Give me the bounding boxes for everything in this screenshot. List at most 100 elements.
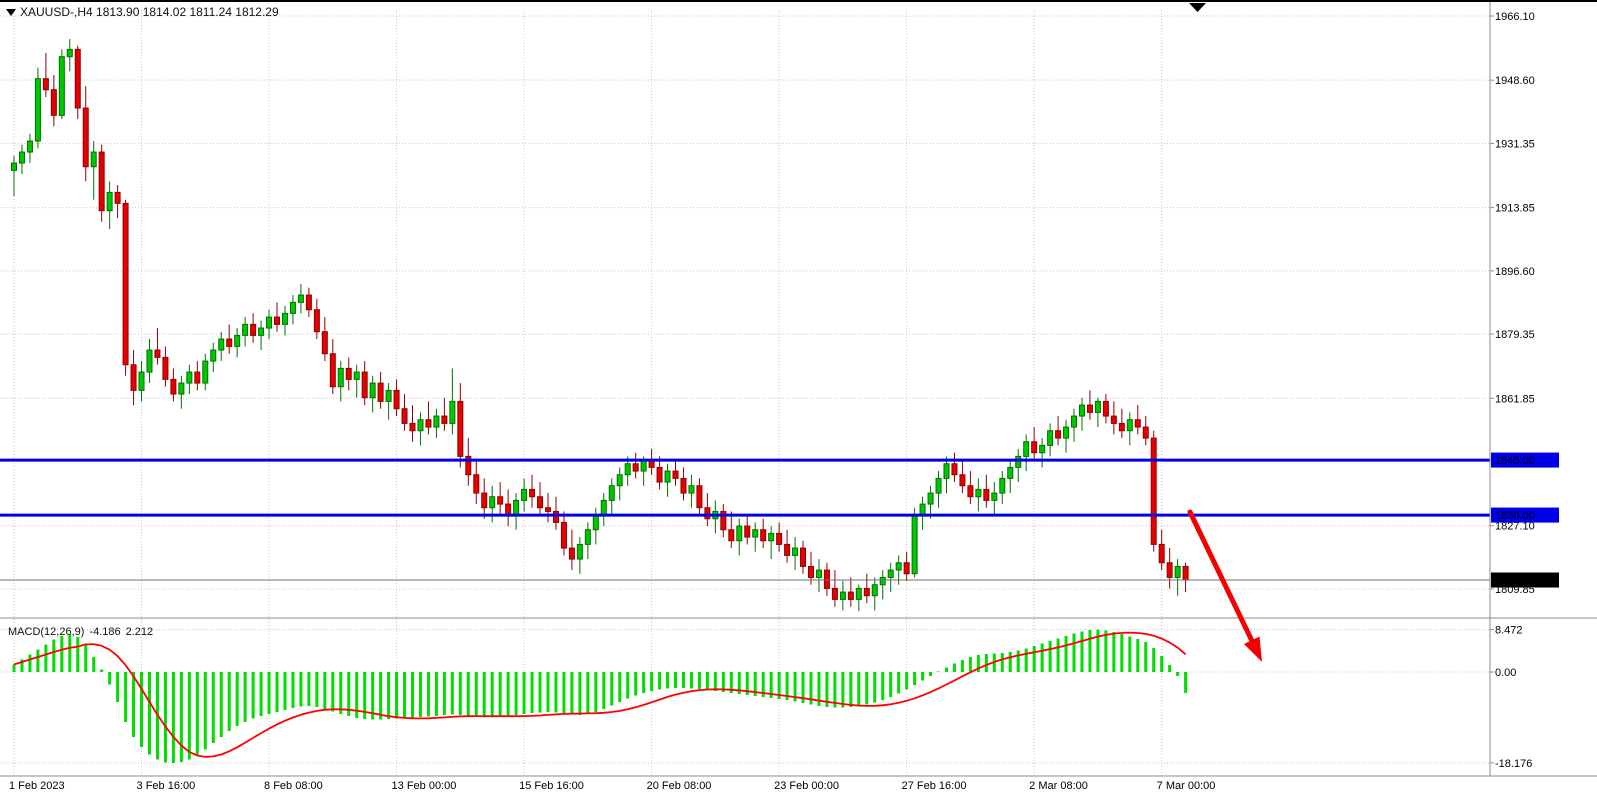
candle-bearish [863,587,870,597]
candle-bearish [951,463,958,476]
candle-bullish [106,191,113,212]
candle-bullish [640,459,647,472]
macd-bar [1040,643,1044,672]
symbol-timeframe-label: XAUUSD-,H4 [20,5,93,19]
macd-bar [681,672,685,688]
candle-bullish [975,488,982,498]
candle-bullish [752,529,759,538]
macd-bar [602,672,606,709]
macd-bar [403,672,407,718]
price-axis-label: 1861.85 [1495,393,1535,405]
macd-bar [28,654,32,672]
symbol-dropdown-icon[interactable] [6,9,16,17]
macd-bar [761,672,765,697]
macd-bar [219,672,223,737]
macd-bar [905,672,909,690]
candle-bearish [744,525,751,538]
macd-bar [203,672,207,750]
candle-bullish [1071,415,1078,428]
candle-bearish [481,492,488,509]
macd-bar [450,672,454,715]
candle-bearish [529,488,536,498]
candle-bearish [377,382,384,402]
macd-bar [578,672,582,715]
candle-bearish [457,400,464,457]
candle-bullish [624,463,631,476]
candle-bearish [321,331,328,355]
horizontal-price-lines[interactable] [0,458,1490,517]
candle-bearish [1150,437,1157,545]
candle-bearish [82,107,89,168]
macd-bar [227,672,231,731]
macd-bar [243,672,247,722]
candle-bullish [1007,466,1014,479]
macd-bar [1128,636,1132,672]
macd-bar [1008,652,1012,672]
macd-bar [713,672,717,691]
candle-bearish [680,477,687,494]
candle-bearish [1142,426,1149,439]
candle-bullish [895,562,902,571]
candle-bearish [154,349,161,358]
macd-bar [618,672,622,702]
macd-bar [116,672,120,702]
macd-bar [825,672,829,707]
candle-bullish [242,323,249,336]
price-axis-label: 1827.10 [1495,521,1535,533]
macd-bar [44,644,48,672]
macd-bar [259,672,263,716]
candle-bullish [911,514,918,575]
candle-bullish [600,499,607,516]
down-arrow-annotation[interactable] [1187,509,1262,662]
macd-bar [1104,630,1108,672]
macd-bar [666,672,670,689]
macd-bar [171,672,175,763]
candle-bullish [664,470,671,483]
candle-bullish [592,514,599,531]
macd-bar [418,672,422,717]
macd-bar [387,672,391,719]
macd-histogram [12,629,1188,763]
macd-bar [108,672,112,685]
candle-bullish [417,419,424,432]
macd-bar [1080,631,1084,672]
time-axis[interactable]: 1 Feb 2023 3 Feb 16:00 8 Feb 08:00 13 Feb 0… [9,780,1215,792]
macd-bar [371,672,375,720]
macd-bar [331,672,335,712]
candle-bullish [297,294,304,303]
macd-bar [626,672,630,699]
candle-bullish [202,360,209,384]
macd-bar [1016,650,1020,672]
macd-bar [474,672,478,717]
candle-bearish [425,419,432,428]
price-axis[interactable]: 1966.10 1948.60 1931.35 1913.85 1896.60 1879.… [1490,11,1559,770]
candle-bearish [130,364,137,391]
candle-bullish [34,78,41,142]
candle-bearish [170,378,177,395]
macd-bar [721,672,725,692]
price-tag-1845.00-text: 1845.00 [1495,455,1535,467]
candle-bearish [226,338,233,347]
macd-bar [570,672,574,715]
macd-bar [466,672,470,716]
time-axis-label: 23 Feb 00:00 [774,780,839,792]
price-tag-1830.00 [1491,507,1559,523]
macd-bar [674,672,678,688]
chart-shift-icon[interactable] [1189,3,1206,12]
macd-indicator-label: MACD(12,26,9) -4.186 2.212 [8,626,158,638]
macd-bar [1176,672,1180,676]
time-axis-label: 20 Feb 08:00 [647,780,712,792]
candle-bearish [465,455,472,476]
candle-bullish [90,151,97,168]
candle-bearish [552,510,559,523]
macd-bar [1168,665,1172,672]
macd-bar [745,672,749,695]
candlestick-series[interactable] [11,39,1189,612]
macd-bar [235,672,239,726]
candle-bearish [50,89,57,116]
candle-bearish [632,463,639,472]
price-axis-label: 1913.85 [1495,203,1535,215]
candle-bearish [760,529,767,542]
time-axis-label: 15 Feb 16:00 [519,780,584,792]
